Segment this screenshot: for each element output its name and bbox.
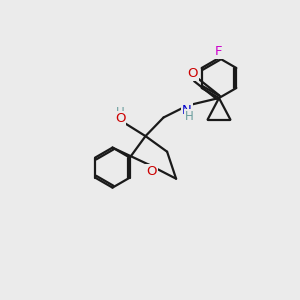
Text: N: N [182,104,192,117]
Text: O: O [115,112,125,125]
Text: O: O [187,67,197,80]
Text: H: H [184,110,194,123]
Text: F: F [215,45,223,58]
Text: H: H [116,106,124,119]
Text: O: O [147,165,157,178]
